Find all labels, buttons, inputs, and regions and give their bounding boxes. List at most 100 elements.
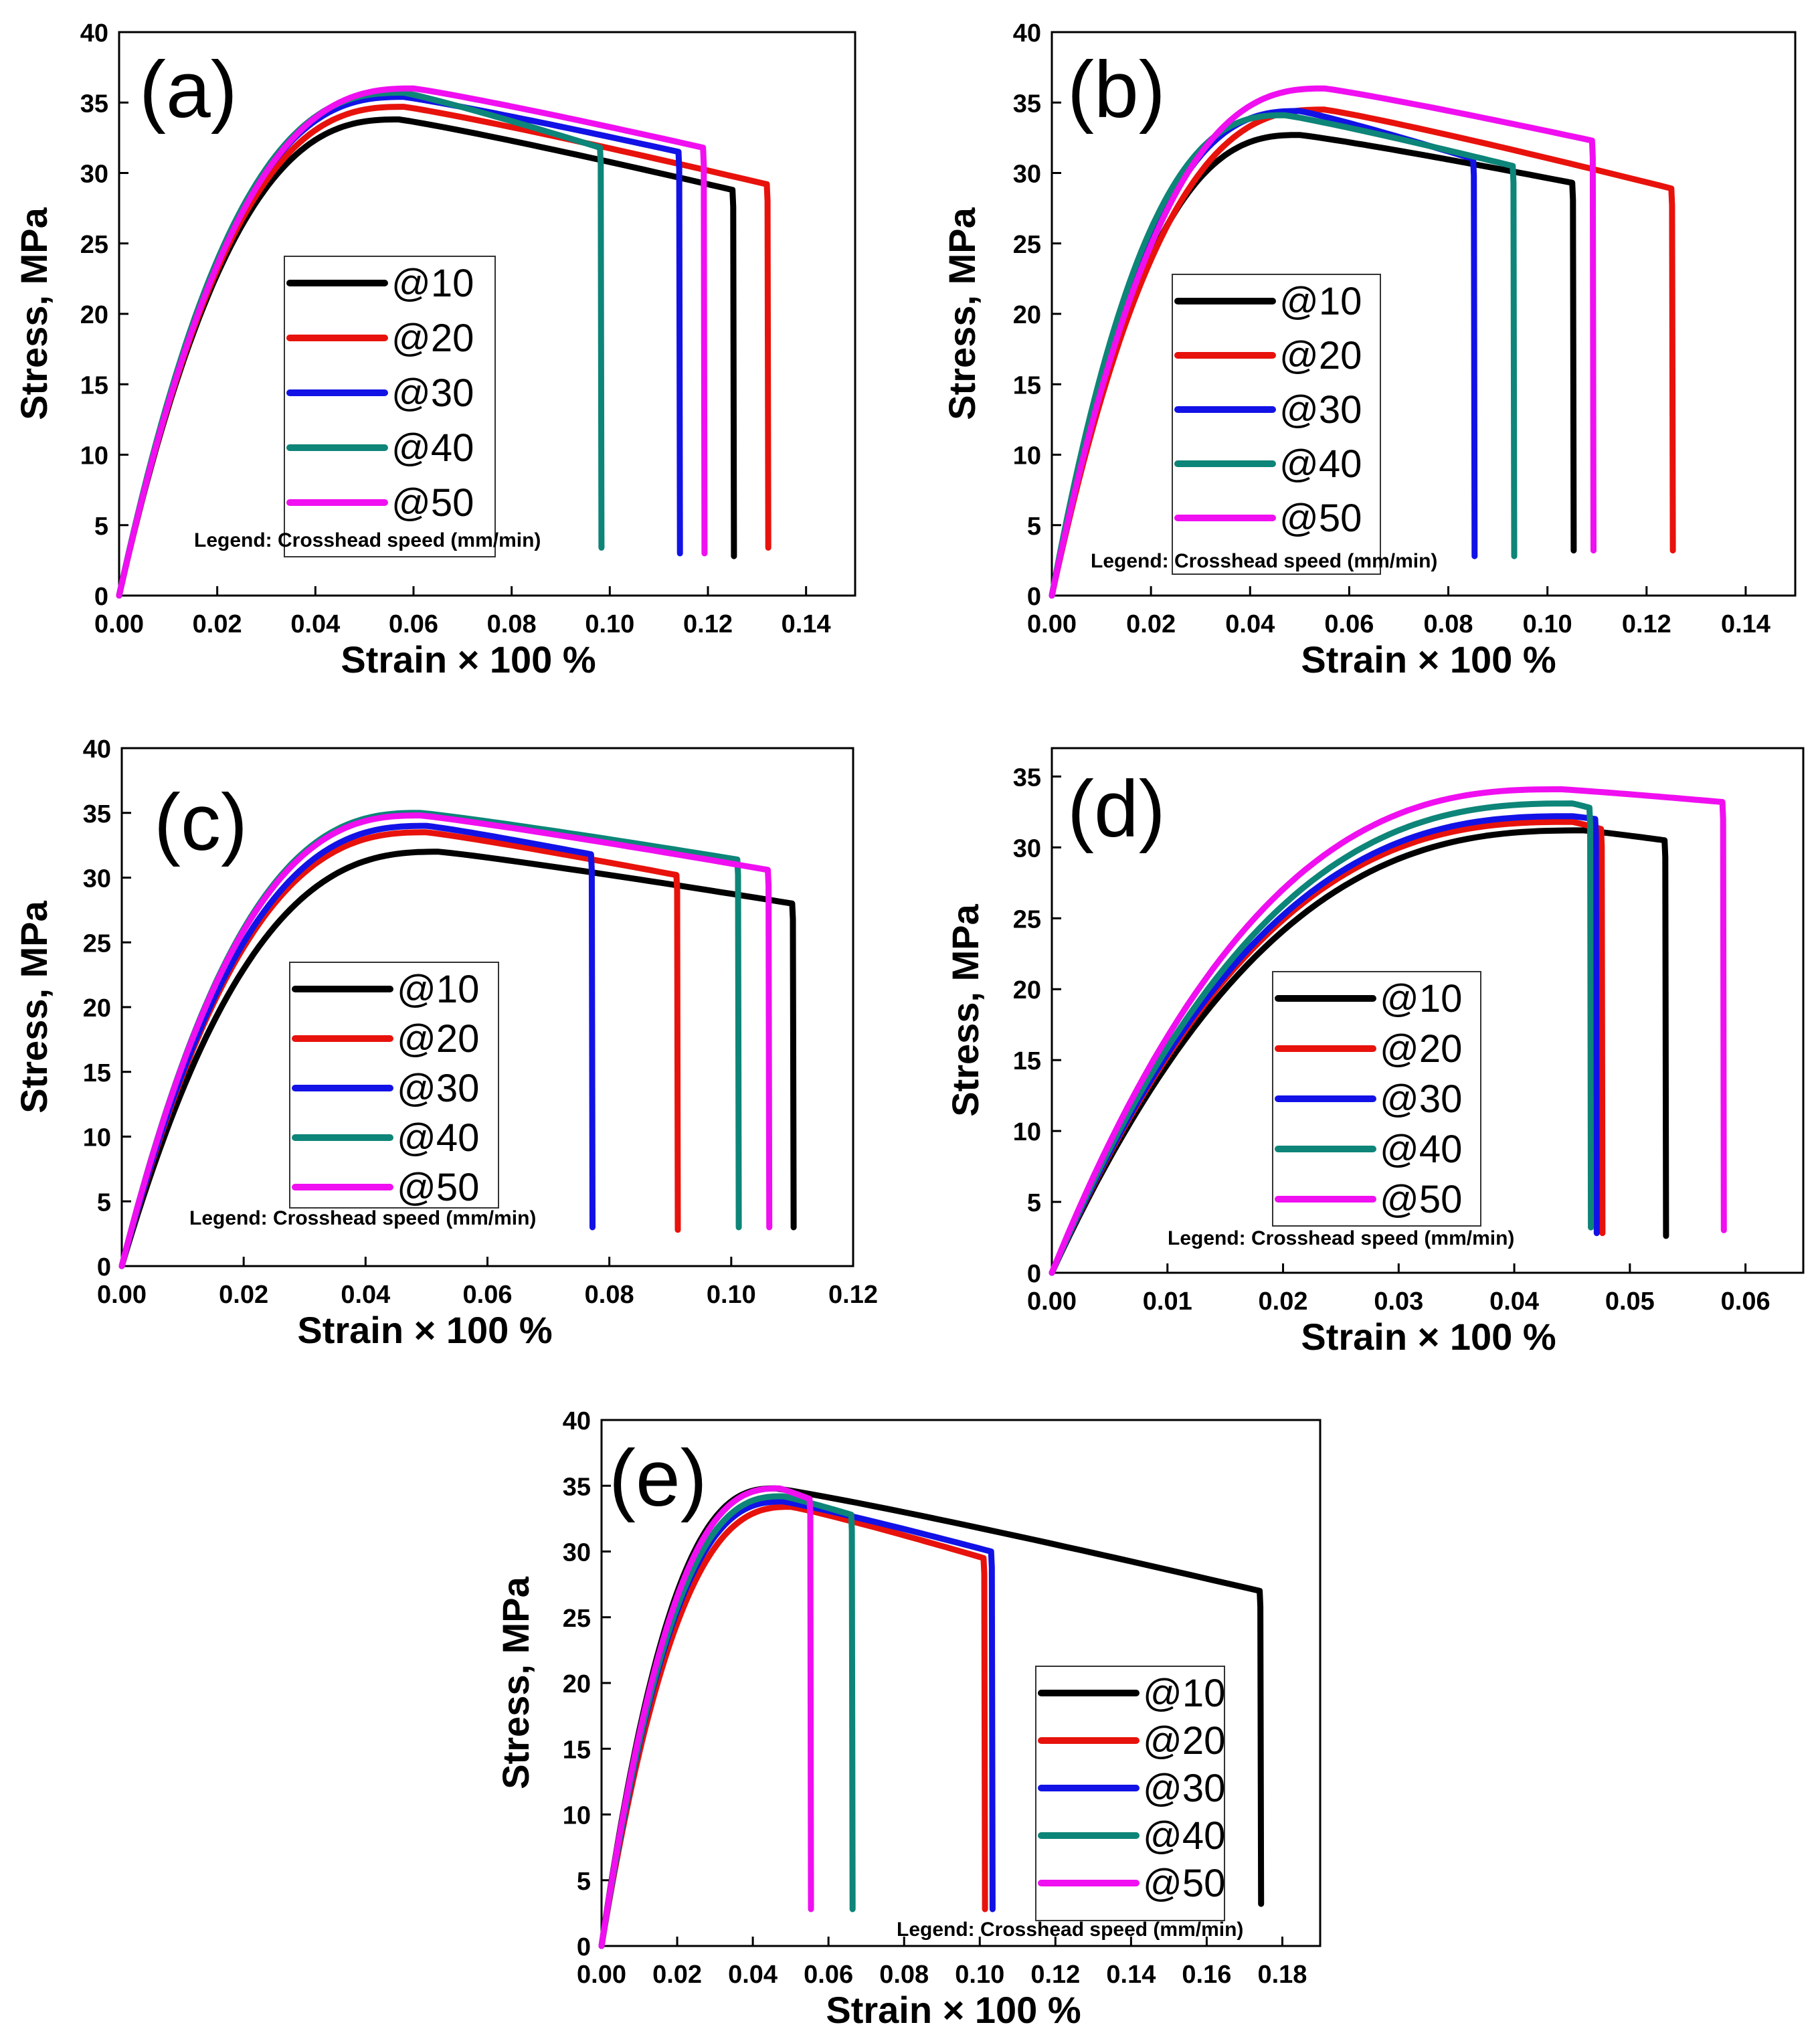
y-tick-label: 10 [563,1802,591,1830]
x-tick-label: 0.02 [193,610,242,638]
panel-label: (b) [1067,45,1166,135]
x-axis-title: Strain × 100 % [1301,1316,1556,1358]
x-tick-label: 0.12 [683,610,733,638]
legend-entry-label: @30 [1143,1767,1225,1810]
x-tick-label: 0.12 [828,1281,878,1309]
legend-entry-label: @20 [1380,1027,1462,1071]
legend-entry-label: @20 [1279,334,1362,377]
y-tick-label: 15 [80,371,108,400]
y-tick-label: 10 [1013,1118,1041,1146]
plot-frame [1051,747,1805,1274]
y-tick-label: 40 [83,735,111,764]
y-tick-label: 0 [94,583,108,611]
x-tick-label: 0.10 [955,1961,1004,1989]
legend-entry-label: @30 [391,371,474,415]
panel-label: (a) [139,45,238,135]
x-tick-label: 0.02 [1126,610,1176,638]
y-tick-label: 30 [563,1539,591,1567]
x-tick-label: 0.02 [1259,1288,1308,1316]
legend-box [1172,274,1381,575]
x-tick-label: 0.00 [577,1961,626,1989]
legend-note: Legend: Crosshead speed (mm/min) [1091,550,1437,572]
legend-entry-label: @50 [397,1166,479,1209]
series-line-speed-30 [598,1498,996,1949]
series-line-speed-40 [1049,800,1595,1276]
y-tick-label: 35 [83,800,111,828]
legend-box [1035,1666,1225,1921]
y-tick-label: 20 [1013,976,1041,1004]
series-line-speed-50 [118,812,773,1269]
x-tick-label: 0.04 [290,610,340,638]
series-line-speed-30 [118,822,596,1269]
legend-entry-label: @10 [1380,977,1462,1021]
y-axis-title: Stress, MPa [13,900,55,1113]
chart-panel-c: 0.00 0.02 0.04 0.06 0.08 0.10 0.12 0 5 10 15 20 25 30… [13,735,878,1351]
x-tick-label: 0.06 [389,610,438,638]
x-tick-label: 0.14 [1721,610,1770,638]
x-tick-label: 0.01 [1143,1288,1192,1316]
y-tick-label: 25 [1013,231,1041,259]
x-tick-label: 0.06 [1721,1288,1770,1316]
legend-entry-label: @10 [397,968,479,1011]
x-tick-label: 0.02 [219,1281,268,1309]
series-line-speed-50 [598,1485,814,1949]
y-tick-label: 10 [1013,442,1041,470]
series-line-speed-50 [116,85,708,599]
series-line-speed-50 [1049,786,1727,1276]
y-tick-label: 25 [563,1605,591,1633]
legend-entry-label: @30 [1380,1077,1462,1121]
x-tick-label: 0.00 [94,610,144,638]
x-tick-label: 0.04 [728,1961,778,1989]
y-tick-label: 15 [1013,371,1041,400]
legend-note: Legend: Crosshead speed (mm/min) [194,529,541,551]
x-axis-title: Strain × 100 % [297,1309,552,1351]
y-tick-label: 15 [83,1059,111,1087]
legend-entry-label: @40 [1143,1814,1225,1858]
x-tick-label: 0.00 [1027,1288,1077,1316]
legend-entry-label: @20 [391,317,474,360]
x-tick-label: 0.00 [1027,610,1077,638]
x-tick-label: 0.10 [707,1281,756,1309]
y-tick-label: 5 [97,1188,111,1217]
y-axis-title: Stress, MPa [13,207,55,420]
y-tick-label: 5 [577,1868,591,1896]
chart-panel-d: 0.00 0.01 0.02 0.03 0.04 0.05 0.06 0 5 10 15 20 25 30… [944,747,1805,1358]
x-tick-label: 0.08 [879,1961,929,1989]
y-tick-label: 5 [94,513,108,541]
series-line-speed-30 [1049,813,1600,1276]
y-tick-label: 35 [563,1473,591,1501]
series-line-speed-10 [1049,827,1669,1276]
legend-note: Legend: Crosshead speed (mm/min) [897,1919,1243,1941]
legend-entry-label: @20 [397,1017,479,1061]
x-tick-label: 0.08 [585,1281,634,1309]
x-tick-label: 0.14 [782,610,831,638]
y-tick-label: 0 [1027,583,1041,611]
series-line-speed-40 [1049,112,1518,599]
y-tick-label: 25 [1013,905,1041,934]
series-line-speed-10 [118,849,797,1269]
y-tick-label: 20 [1013,301,1041,329]
y-tick-label: 5 [1027,1189,1041,1217]
legend-entry-label: @50 [1279,497,1362,540]
y-tick-label: 15 [1013,1047,1041,1075]
x-tick-label: 0.05 [1605,1288,1655,1316]
panel-label: (c) [154,778,248,867]
x-tick-label: 0.04 [1225,610,1275,638]
x-tick-label: 0.06 [804,1961,853,1989]
x-tick-label: 0.12 [1622,610,1671,638]
y-tick-label: 20 [83,994,111,1023]
x-tick-label: 0.04 [1489,1288,1539,1316]
y-axis-title: Stress, MPa [494,1576,537,1789]
y-axis-title: Stress, MPa [941,207,983,420]
y-tick-label: 25 [83,929,111,958]
x-tick-label: 0.14 [1106,1961,1156,1989]
y-tick-label: 0 [97,1253,111,1281]
x-tick-label: 0.10 [1523,610,1572,638]
x-axis-title: Strain × 100 % [1301,638,1556,681]
y-tick-label: 20 [80,301,108,329]
panel-label: (d) [1067,764,1166,854]
y-tick-label: 40 [80,19,108,48]
x-tick-label: 0.06 [1324,610,1374,638]
legend-entry-label: @10 [391,262,474,305]
